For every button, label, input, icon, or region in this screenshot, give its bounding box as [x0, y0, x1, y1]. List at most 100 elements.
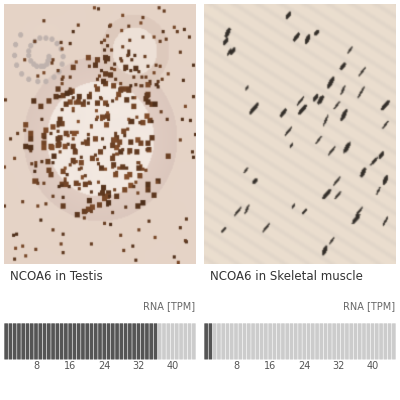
Text: 8: 8	[233, 361, 239, 371]
FancyBboxPatch shape	[184, 323, 187, 360]
Text: NCOA6 in Skeletal muscle: NCOA6 in Skeletal muscle	[210, 270, 363, 283]
FancyBboxPatch shape	[26, 323, 29, 360]
Text: 32: 32	[132, 361, 144, 371]
FancyBboxPatch shape	[375, 323, 379, 360]
FancyBboxPatch shape	[85, 323, 89, 360]
Text: 8: 8	[33, 361, 39, 371]
FancyBboxPatch shape	[298, 323, 302, 360]
Text: NCOA6 in Testis: NCOA6 in Testis	[10, 270, 102, 283]
FancyBboxPatch shape	[72, 323, 76, 360]
FancyBboxPatch shape	[307, 323, 310, 360]
FancyBboxPatch shape	[251, 323, 255, 360]
FancyBboxPatch shape	[154, 323, 157, 360]
Text: 16: 16	[264, 361, 276, 371]
FancyBboxPatch shape	[21, 323, 25, 360]
FancyBboxPatch shape	[30, 323, 34, 360]
FancyBboxPatch shape	[136, 323, 140, 360]
FancyBboxPatch shape	[238, 323, 242, 360]
FancyBboxPatch shape	[345, 323, 349, 360]
FancyBboxPatch shape	[188, 323, 192, 360]
FancyBboxPatch shape	[217, 323, 221, 360]
Text: RNA [TPM]: RNA [TPM]	[342, 302, 395, 312]
FancyBboxPatch shape	[98, 323, 102, 360]
FancyBboxPatch shape	[124, 323, 128, 360]
FancyBboxPatch shape	[102, 323, 106, 360]
FancyBboxPatch shape	[204, 323, 208, 360]
FancyBboxPatch shape	[141, 323, 144, 360]
FancyBboxPatch shape	[388, 323, 392, 360]
FancyBboxPatch shape	[213, 323, 216, 360]
FancyBboxPatch shape	[4, 323, 8, 360]
FancyBboxPatch shape	[268, 323, 272, 360]
FancyBboxPatch shape	[43, 323, 46, 360]
FancyBboxPatch shape	[38, 323, 42, 360]
Text: 32: 32	[332, 361, 344, 371]
FancyBboxPatch shape	[324, 323, 328, 360]
FancyBboxPatch shape	[120, 323, 123, 360]
FancyBboxPatch shape	[90, 323, 93, 360]
FancyBboxPatch shape	[243, 323, 246, 360]
FancyBboxPatch shape	[158, 323, 162, 360]
FancyBboxPatch shape	[166, 323, 170, 360]
FancyBboxPatch shape	[384, 323, 387, 360]
FancyBboxPatch shape	[234, 323, 238, 360]
FancyBboxPatch shape	[256, 323, 259, 360]
FancyBboxPatch shape	[294, 323, 298, 360]
FancyBboxPatch shape	[285, 323, 289, 360]
FancyBboxPatch shape	[247, 323, 251, 360]
FancyBboxPatch shape	[371, 323, 374, 360]
FancyBboxPatch shape	[192, 323, 196, 360]
FancyBboxPatch shape	[56, 323, 59, 360]
FancyBboxPatch shape	[354, 323, 357, 360]
FancyBboxPatch shape	[51, 323, 55, 360]
FancyBboxPatch shape	[68, 323, 72, 360]
FancyBboxPatch shape	[34, 323, 38, 360]
FancyBboxPatch shape	[149, 323, 153, 360]
FancyBboxPatch shape	[171, 323, 174, 360]
FancyBboxPatch shape	[94, 323, 98, 360]
FancyBboxPatch shape	[277, 323, 280, 360]
FancyBboxPatch shape	[77, 323, 80, 360]
Text: 24: 24	[298, 361, 310, 371]
FancyBboxPatch shape	[145, 323, 149, 360]
FancyBboxPatch shape	[8, 323, 12, 360]
FancyBboxPatch shape	[17, 323, 21, 360]
FancyBboxPatch shape	[128, 323, 132, 360]
FancyBboxPatch shape	[379, 323, 383, 360]
FancyBboxPatch shape	[366, 323, 370, 360]
FancyBboxPatch shape	[115, 323, 119, 360]
Text: 40: 40	[166, 361, 179, 371]
FancyBboxPatch shape	[392, 323, 396, 360]
Text: RNA [TPM]: RNA [TPM]	[142, 302, 195, 312]
FancyBboxPatch shape	[341, 323, 344, 360]
FancyBboxPatch shape	[132, 323, 136, 360]
FancyBboxPatch shape	[162, 323, 166, 360]
FancyBboxPatch shape	[107, 323, 110, 360]
FancyBboxPatch shape	[230, 323, 234, 360]
FancyBboxPatch shape	[311, 323, 315, 360]
FancyBboxPatch shape	[175, 323, 179, 360]
FancyBboxPatch shape	[64, 323, 68, 360]
FancyBboxPatch shape	[358, 323, 362, 360]
FancyBboxPatch shape	[221, 323, 225, 360]
FancyBboxPatch shape	[328, 323, 332, 360]
FancyBboxPatch shape	[320, 323, 323, 360]
Text: 24: 24	[98, 361, 110, 371]
FancyBboxPatch shape	[179, 323, 183, 360]
FancyBboxPatch shape	[60, 323, 64, 360]
FancyBboxPatch shape	[111, 323, 115, 360]
FancyBboxPatch shape	[226, 323, 229, 360]
FancyBboxPatch shape	[315, 323, 319, 360]
FancyBboxPatch shape	[336, 323, 340, 360]
FancyBboxPatch shape	[362, 323, 366, 360]
FancyBboxPatch shape	[272, 323, 276, 360]
FancyBboxPatch shape	[81, 323, 85, 360]
FancyBboxPatch shape	[281, 323, 285, 360]
FancyBboxPatch shape	[290, 323, 293, 360]
Text: 40: 40	[366, 361, 379, 371]
FancyBboxPatch shape	[260, 323, 264, 360]
FancyBboxPatch shape	[302, 323, 306, 360]
FancyBboxPatch shape	[332, 323, 336, 360]
FancyBboxPatch shape	[349, 323, 353, 360]
FancyBboxPatch shape	[13, 323, 16, 360]
